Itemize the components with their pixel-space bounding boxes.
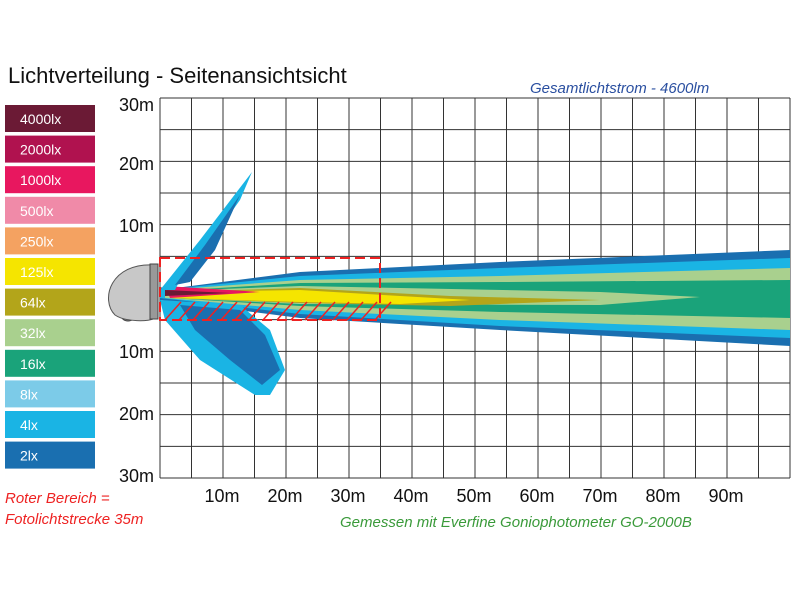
legend-label: 16lx	[20, 356, 46, 372]
y-tick-label: 10m	[119, 342, 154, 362]
hatch-line	[374, 301, 392, 321]
hatch-line	[332, 301, 350, 321]
hatch-line	[318, 301, 336, 321]
lamp	[108, 263, 159, 322]
axes: 30m 20m 10m 10m 20m 30m 10m 20m 30m 40m 50m 60m 70m 8…	[119, 95, 744, 506]
legend-swatch	[5, 258, 95, 285]
legend-swatch	[5, 135, 95, 163]
legend-label: 4lx	[20, 417, 38, 433]
legend-swatch	[5, 319, 95, 347]
legend-label: 250lx	[20, 233, 53, 249]
hatch-line	[178, 301, 196, 321]
measured-note: Gemessen mit Everfine Goniophotometer GO…	[340, 514, 692, 531]
hatch-line	[304, 301, 322, 321]
x-tick-label: 20m	[267, 486, 302, 506]
hatch-line	[262, 301, 280, 321]
hatch-line	[346, 301, 364, 321]
hatch-line	[206, 301, 224, 321]
legend-swatch	[5, 166, 95, 194]
x-tick-label: 50m	[456, 486, 491, 506]
legend-swatch	[5, 380, 95, 408]
red-note: Fotolichtstrecke 35m	[5, 511, 143, 528]
hatch-line	[234, 301, 252, 321]
legend-swatch	[5, 288, 95, 316]
photo-area	[159, 257, 392, 321]
x-tick-label: 80m	[645, 486, 680, 506]
x-tick-label: 10m	[204, 486, 239, 506]
legend-swatch	[5, 441, 95, 469]
legend-swatch	[5, 411, 95, 438]
legend-label: 2lx	[20, 448, 38, 464]
legend-label: 1000lx	[20, 172, 61, 188]
y-tick-label: 30m	[119, 466, 154, 486]
y-tick-label: 10m	[119, 216, 154, 236]
hatch-line	[192, 301, 210, 321]
x-tick-label: 70m	[582, 486, 617, 506]
x-tick-label: 40m	[393, 486, 428, 506]
legend-label: 4000lx	[20, 111, 61, 127]
red-note: Roter Bereich =	[5, 490, 110, 507]
x-tick-label: 60m	[519, 486, 554, 506]
hatch-line	[248, 301, 266, 321]
legend-swatch	[5, 105, 95, 132]
hatch-line	[164, 301, 182, 321]
y-tick-label: 30m	[119, 95, 154, 115]
y-tick-label: 20m	[119, 154, 154, 174]
legend: 4000lx 2000lx 1000lx 500lx 250lx 125lx 64lx 32l…	[5, 105, 95, 469]
title: Lichtverteilung - Seitenansichtsicht	[8, 63, 347, 88]
hatch-line	[220, 301, 238, 321]
legend-swatch	[5, 196, 95, 224]
legend-label: 32lx	[20, 325, 46, 341]
legend-label: 8lx	[20, 386, 38, 402]
hatch-line	[276, 301, 294, 321]
legend-swatch	[5, 349, 95, 377]
x-tick-label: 30m	[330, 486, 365, 506]
y-tick-label: 20m	[119, 404, 154, 424]
legend-swatch	[5, 227, 95, 255]
legend-label: 2000lx	[20, 142, 61, 158]
subtitle: Gesamtlichtstrom - 4600lm	[530, 80, 709, 97]
beam	[160, 172, 790, 395]
legend-label: 500lx	[20, 203, 53, 219]
hatch-line	[360, 301, 378, 321]
legend-label: 125lx	[20, 264, 53, 280]
legend-label: 64lx	[20, 295, 46, 311]
hatch-line	[290, 301, 308, 321]
x-tick-label: 90m	[708, 486, 743, 506]
